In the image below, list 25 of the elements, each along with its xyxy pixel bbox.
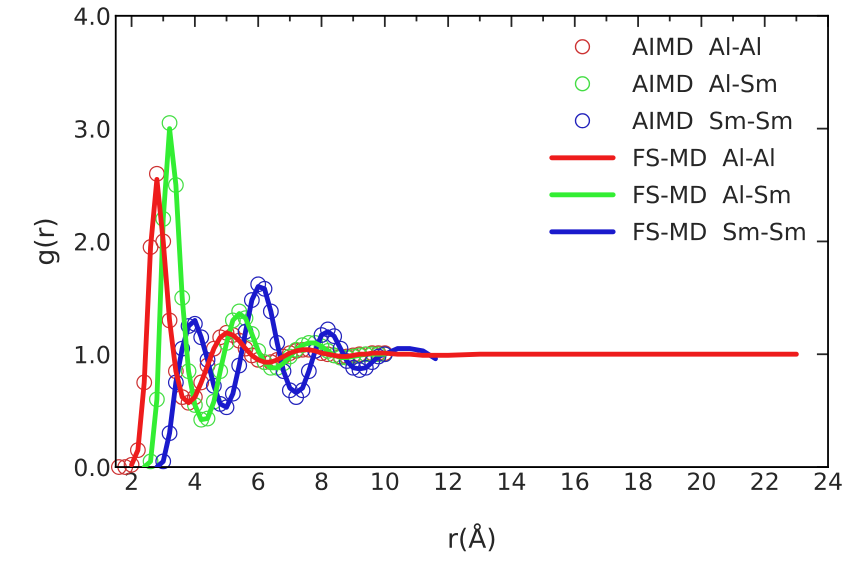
legend-label: FS-MD Sm-Sm	[634, 222, 805, 240]
y-tick-label: 1.0	[76, 346, 110, 364]
x-tick-label: 22	[751, 472, 778, 490]
y-tick-label: 2.0	[75, 232, 110, 251]
y-axis-title: g(r)	[34, 220, 60, 264]
legend-label: FS-MD Al-Sm	[634, 185, 790, 204]
legend-label: AIMD Al-Al	[632, 37, 760, 56]
legend-label: AIMD Sm-Sm	[632, 112, 792, 130]
x-tick-label: 10	[372, 472, 398, 490]
x-tick-label: 20	[688, 472, 715, 490]
x-tick-label: 4	[188, 472, 202, 490]
x-tick-label: 8	[316, 472, 328, 490]
x-tick-label: 12	[436, 472, 461, 490]
x-tick-label: 18	[626, 472, 652, 490]
x-tick-label: 24	[814, 472, 842, 490]
x-tick-label: 16	[562, 472, 588, 490]
y-tick-label: 0.0	[74, 458, 110, 476]
x-tick-label: 14	[499, 472, 526, 490]
y-tick-label: 4.0	[74, 7, 110, 26]
legend-label: FS-MD Al-Al	[634, 148, 774, 166]
y-tick-label: 3.0	[75, 120, 110, 138]
x-tick-label: 2	[126, 472, 137, 490]
legend-label: AIMD Al-Sm	[632, 74, 776, 92]
x-axis-title: r(Å)	[450, 523, 494, 552]
x-tick-label: 6	[252, 472, 264, 490]
